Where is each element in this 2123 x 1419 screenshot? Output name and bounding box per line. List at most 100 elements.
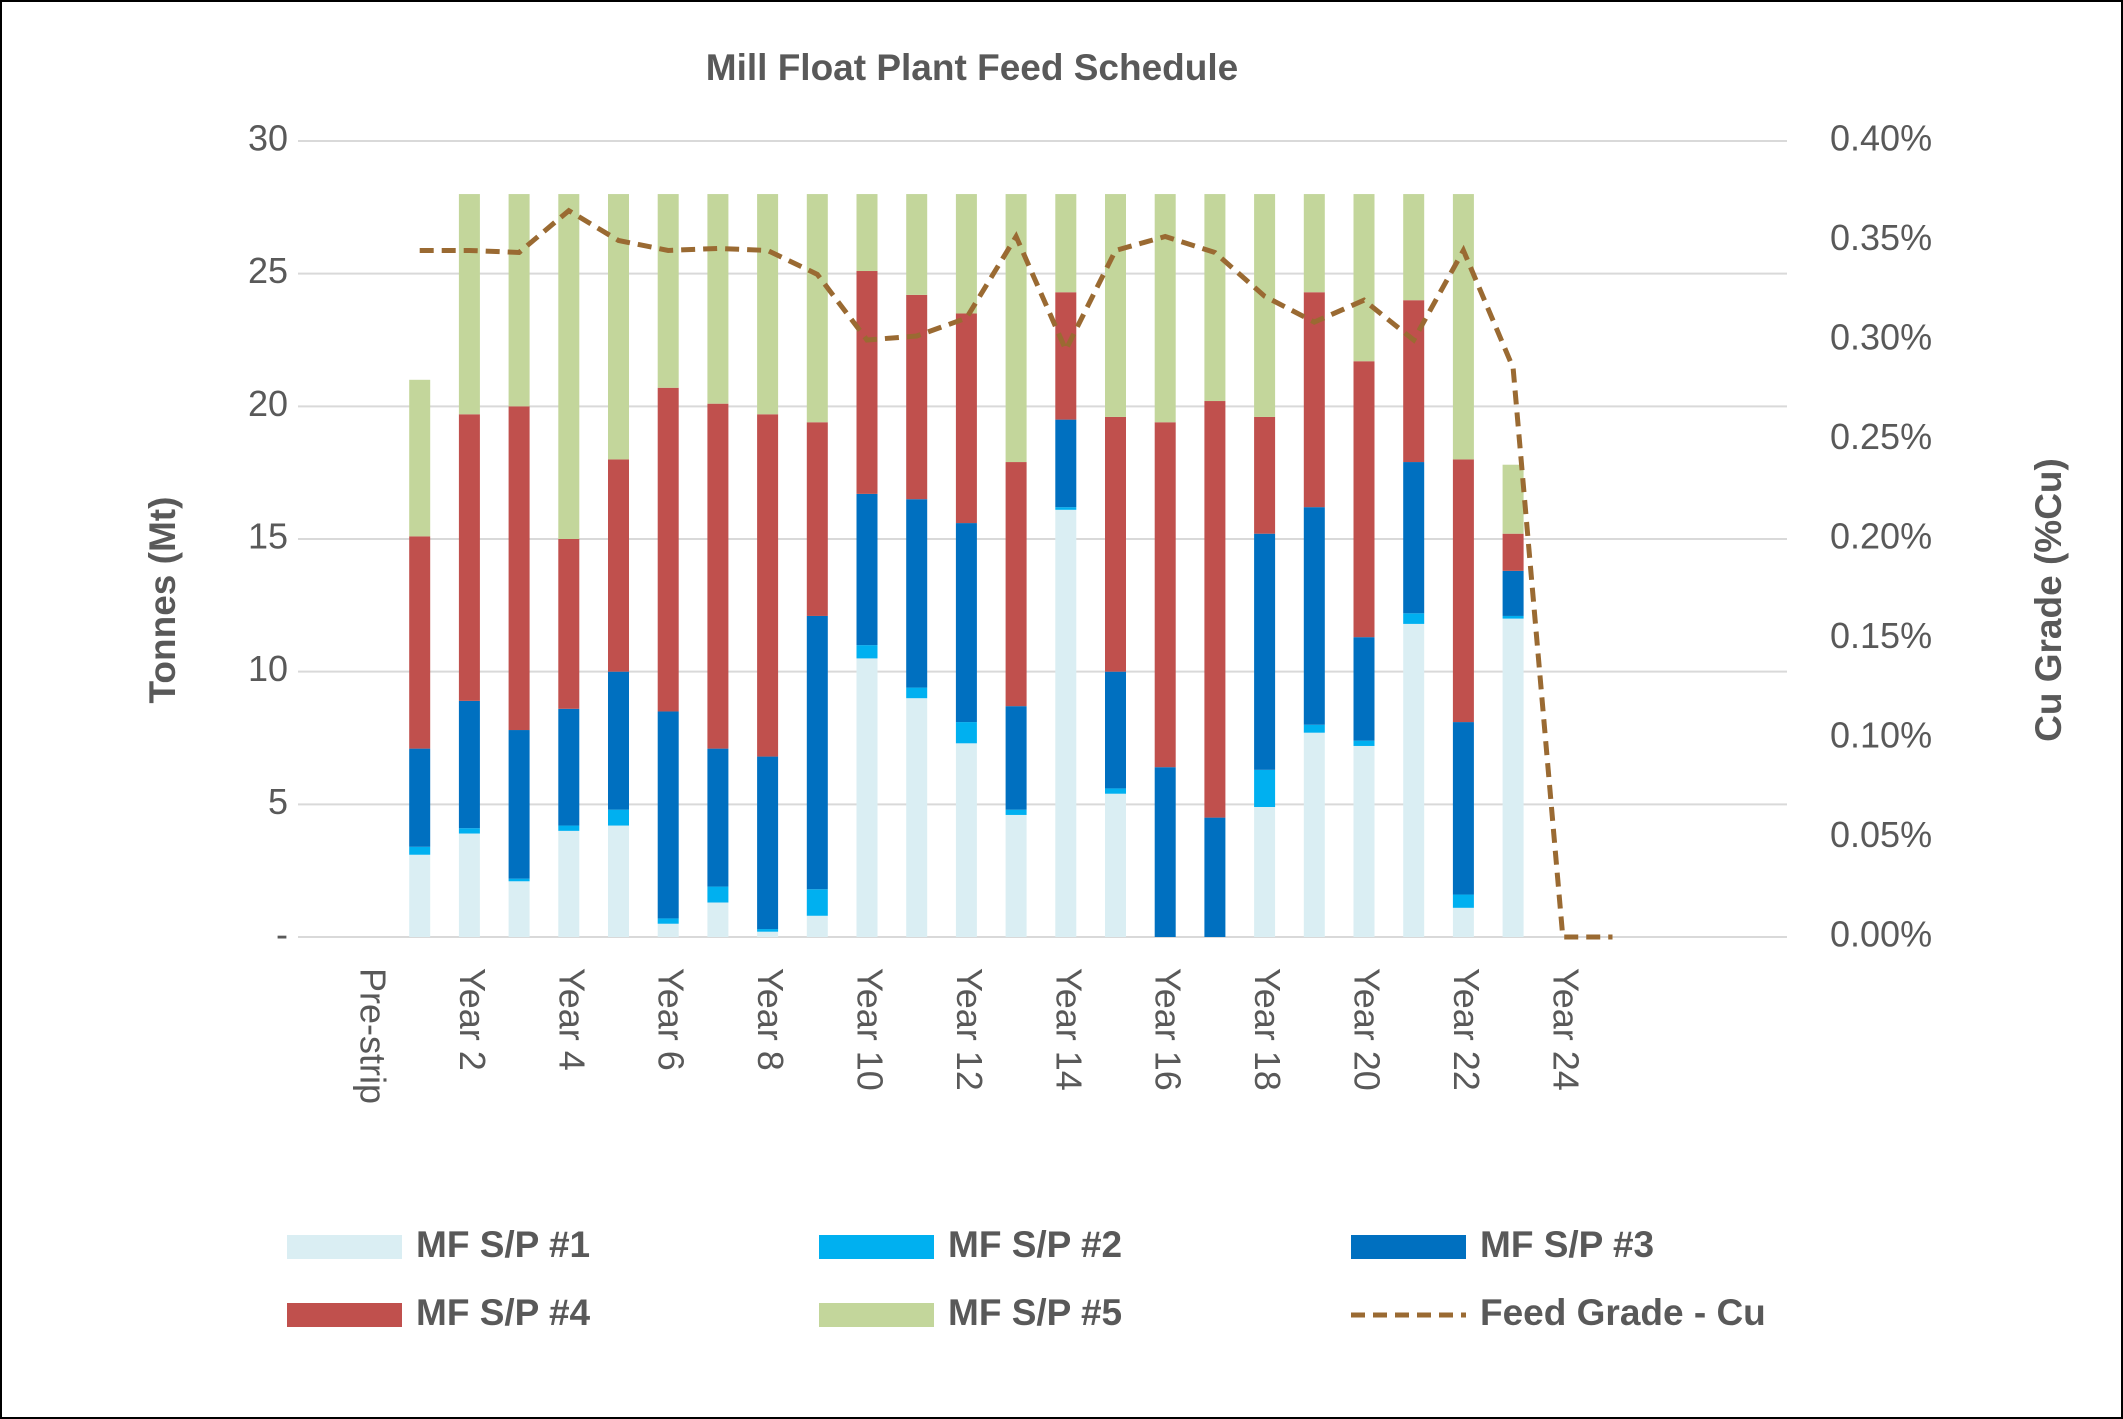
y2-tick-label: 0.20% — [1830, 516, 1932, 557]
y-tick-label: - — [276, 914, 288, 955]
bar-segment — [806, 915, 828, 937]
bar-segment — [955, 194, 977, 314]
bar-segment — [657, 711, 679, 919]
bar-segment — [657, 387, 679, 712]
bar-segment — [757, 194, 779, 415]
bar-segment — [955, 743, 977, 937]
bar-segment — [1105, 194, 1126, 417]
bar-segment — [1105, 671, 1126, 789]
bar-segment — [955, 523, 977, 723]
bar-segment — [1254, 806, 1276, 937]
grade-line — [419, 207, 1613, 940]
bar-segment — [906, 698, 928, 937]
bar-segment — [906, 194, 928, 295]
bar-segment — [1353, 740, 1375, 746]
bar-segment — [1005, 706, 1027, 810]
bar-segment — [508, 406, 530, 731]
y-tick-label: 30 — [248, 118, 288, 159]
bar-segment — [1254, 416, 1276, 534]
bar-segment — [1353, 361, 1375, 638]
bar-segment — [1303, 732, 1325, 937]
bar-segment — [608, 809, 629, 826]
bar-segment — [707, 194, 729, 404]
bar-segment — [856, 194, 878, 272]
x-tick-label: Pre-strip — [352, 968, 393, 1104]
x-tick-label: Year 20 — [1346, 968, 1387, 1091]
bar-segment — [1005, 462, 1027, 707]
y2-tick-label: 0.15% — [1830, 615, 1932, 656]
y2-tick-label: 0.25% — [1830, 416, 1932, 457]
bar-segment — [1502, 615, 1524, 619]
y2-tick-label: 0.35% — [1830, 217, 1932, 258]
bar-segment — [1303, 194, 1325, 293]
x-tick-label: Year 4 — [551, 968, 592, 1071]
y-tick-label: 10 — [248, 648, 288, 689]
legend-swatch — [819, 1235, 934, 1259]
bar-segment — [1403, 623, 1425, 937]
y-tick-label: 15 — [248, 516, 288, 557]
bar-segment — [458, 194, 480, 415]
bar-segment — [806, 615, 828, 890]
bar-segment — [458, 828, 480, 834]
bar-segment — [657, 918, 679, 924]
y-tick-label: 20 — [248, 383, 288, 424]
bar-segment — [1353, 637, 1375, 741]
bar-segment — [707, 748, 729, 887]
legend-label: MF S/P #4 — [416, 1292, 591, 1333]
bar-segment — [657, 194, 679, 388]
bar-segment — [856, 645, 878, 659]
bar-segment — [1303, 292, 1325, 508]
bar-segment — [508, 730, 530, 879]
bar-segment — [508, 194, 530, 407]
x-tick-label: Year 10 — [849, 968, 890, 1091]
y2-tick-label: 0.30% — [1830, 317, 1932, 358]
bar-segment — [906, 499, 928, 688]
x-tick-label: Year 6 — [651, 968, 692, 1071]
bar-segment — [558, 825, 580, 831]
x-tick-label: Year 24 — [1545, 968, 1586, 1091]
x-tick-label: Year 12 — [949, 968, 990, 1091]
y2-tick-label: 0.10% — [1830, 715, 1932, 756]
bar-segment — [1452, 459, 1474, 723]
bar-segment — [1452, 722, 1474, 895]
y2-tick-label: 0.05% — [1830, 814, 1932, 855]
bar-segment — [608, 459, 629, 672]
y-tick-label: 25 — [248, 250, 288, 291]
legend-label: MF S/P #1 — [416, 1224, 590, 1265]
bar-segment — [856, 271, 878, 494]
bar-segment — [508, 878, 530, 882]
x-tick-label: Year 14 — [1048, 968, 1089, 1091]
bar-segment — [1452, 894, 1474, 908]
bar-segment — [955, 722, 977, 744]
legend-swatch — [819, 1303, 934, 1327]
bar-segment — [1055, 292, 1077, 420]
bar-segment — [1005, 809, 1027, 815]
bar-segment — [1303, 507, 1325, 725]
bar-segment — [1452, 194, 1474, 460]
bar-segment — [1254, 769, 1276, 807]
bar-segment — [1154, 767, 1176, 937]
bar-segment — [707, 902, 729, 937]
bar-segment — [608, 825, 629, 937]
bar-segment — [458, 833, 480, 937]
x-tick-label: Year 18 — [1247, 968, 1288, 1091]
x-tick-label: Year 2 — [452, 968, 493, 1071]
bar-segment — [955, 313, 977, 524]
bar-segment — [1403, 613, 1425, 624]
bar-segment — [558, 830, 580, 937]
bar-segment — [1353, 745, 1375, 937]
bar-segment — [906, 687, 928, 699]
bar-segment — [1303, 724, 1325, 733]
bar-segment — [1005, 194, 1027, 463]
bar-segment — [558, 539, 580, 709]
bar-segment — [906, 294, 928, 500]
bar-segment — [1502, 533, 1524, 571]
x-tick-label: Year 22 — [1446, 968, 1487, 1091]
bar-segment — [1452, 907, 1474, 937]
y2-tick-label: 0.00% — [1830, 914, 1932, 955]
bar-segment — [409, 748, 431, 847]
bar-segment — [1055, 507, 1077, 510]
bar-segment — [1502, 570, 1524, 616]
bar-segment — [1055, 419, 1077, 508]
